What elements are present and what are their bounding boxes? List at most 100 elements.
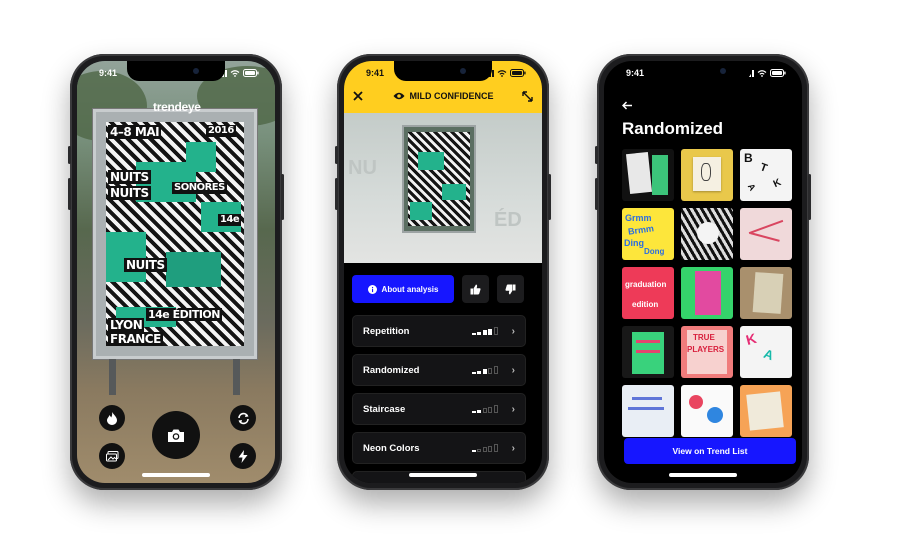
trend-name: Neon Colors <box>363 442 420 454</box>
event-poster: 4–8 MAI 2016 NUITS SONORES NUITS 14e NUI… <box>106 122 244 346</box>
capture-button[interactable] <box>152 411 200 459</box>
poster-text: LYON <box>108 318 145 332</box>
tile-artwork <box>636 350 660 353</box>
expand-button[interactable] <box>522 89 533 107</box>
status-bar: 9:41 <box>604 61 802 85</box>
billboard-pole <box>233 359 240 395</box>
status-time: 9:41 <box>626 68 645 78</box>
gallery-icon <box>105 450 118 461</box>
tile-artwork: edition <box>632 300 659 309</box>
thumbs-down-button[interactable] <box>497 275 524 303</box>
confidence-bar <box>471 411 476 413</box>
view-on-trend-list-button[interactable]: View on Trend List <box>624 438 796 464</box>
confidence-bars <box>471 366 498 374</box>
billboard: 4–8 MAI 2016 NUITS SONORES NUITS 14e NUI… <box>93 109 257 359</box>
confidence-bar <box>471 333 476 335</box>
example-tile[interactable] <box>740 208 792 260</box>
camera-screen: 9:41 trendeye 4–8 MAI 2016 NUITS SON <box>77 61 275 483</box>
tile-artwork <box>750 232 780 242</box>
notch <box>127 61 225 81</box>
tile-artwork: Ding <box>624 238 644 248</box>
example-tile[interactable]: Grmm Brmm Ding Dong <box>622 208 674 260</box>
poster-text: NUITS <box>108 186 151 200</box>
poster-text: SONORES <box>172 182 227 194</box>
tile-artwork: TRUE <box>693 333 715 342</box>
confidence-bar <box>488 406 493 413</box>
confidence-bar <box>482 330 487 335</box>
battery-icon <box>510 69 526 77</box>
flash-icon <box>238 449 248 463</box>
close-button[interactable] <box>353 89 363 104</box>
example-tile[interactable] <box>681 385 733 437</box>
power-button <box>548 174 551 220</box>
tile-artwork: A <box>745 181 758 193</box>
wifi-icon <box>230 69 240 77</box>
camera-icon <box>168 429 184 442</box>
confidence-bar <box>493 405 498 413</box>
tile-artwork <box>746 391 784 431</box>
example-tile[interactable]: B T K A <box>740 149 792 201</box>
flash-button[interactable] <box>230 443 256 469</box>
trend-row[interactable]: Staircase › <box>352 393 526 425</box>
tile-artwork: Grmm <box>625 213 652 223</box>
battery-icon <box>243 69 259 77</box>
eye-icon <box>393 92 404 100</box>
notch <box>654 61 752 81</box>
confidence-bar <box>493 444 498 452</box>
back-button[interactable] <box>621 97 633 115</box>
gallery-button[interactable] <box>99 443 125 469</box>
analysis-screen: 9:41 MILD CONFIDENCE NU ÉD <box>344 61 542 483</box>
volume-up-button <box>335 178 338 210</box>
chevron-right-icon: › <box>512 482 515 484</box>
chevron-right-icon: › <box>511 325 515 337</box>
tile-artwork: Brmm <box>627 223 655 237</box>
example-tile[interactable] <box>740 385 792 437</box>
tile-artwork <box>752 272 784 314</box>
fire-icon <box>107 411 117 425</box>
trend-row[interactable]: Stretched › <box>352 471 526 483</box>
confidence-bars <box>471 444 498 452</box>
confidence-label: MILD CONFIDENCE <box>409 91 494 101</box>
phone-analysis-mockup: 9:41 MILD CONFIDENCE NU ÉD <box>335 54 551 490</box>
trend-row[interactable]: Randomized › <box>352 354 526 386</box>
example-tile[interactable] <box>681 208 733 260</box>
tile-artwork: K <box>744 329 759 349</box>
thumbs-down-icon <box>505 284 516 294</box>
expand-icon <box>522 91 533 102</box>
example-tile[interactable]: TRUE PLAYERS <box>681 326 733 378</box>
thumbs-up-button[interactable] <box>462 275 489 303</box>
notch <box>394 61 492 81</box>
example-tile[interactable]: graduation edition <box>622 267 674 319</box>
confidence-bar <box>493 366 498 374</box>
example-tile[interactable] <box>681 149 733 201</box>
example-tile[interactable]: K A <box>740 326 792 378</box>
poster-teal-shape <box>410 202 432 220</box>
tile-artwork <box>689 395 703 409</box>
randomized-screen: 9:41 Randomized B T K A <box>604 61 802 483</box>
tile-artwork: B <box>744 151 753 165</box>
example-grid: B T K A Grmm Brmm Ding Dong graduation e… <box>622 149 792 437</box>
tile-artwork <box>697 222 719 244</box>
poster-teal-shape <box>186 142 216 172</box>
tile-artwork <box>652 155 668 195</box>
example-tile[interactable] <box>681 267 733 319</box>
trend-row[interactable]: Repetition › <box>352 315 526 347</box>
tile-artwork <box>628 407 664 410</box>
switch-camera-button[interactable] <box>230 405 256 431</box>
about-analysis-button[interactable]: About analysis <box>352 275 454 303</box>
trend-row[interactable]: Neon Colors › <box>352 432 526 464</box>
example-tile[interactable] <box>622 326 674 378</box>
home-indicator <box>142 473 210 477</box>
confidence-bars <box>471 327 498 335</box>
confidence-bar <box>482 447 487 452</box>
wifi-icon <box>497 69 507 77</box>
confidence-bar <box>477 448 482 452</box>
example-tile[interactable] <box>622 385 674 437</box>
poster-teal-shape <box>442 184 466 200</box>
poster-text: 14e ÉDITION <box>146 308 222 321</box>
chevron-right-icon: › <box>511 403 515 415</box>
example-tile[interactable] <box>740 267 792 319</box>
example-tile[interactable] <box>622 149 674 201</box>
fire-button[interactable] <box>99 405 125 431</box>
trend-name: Repetition <box>363 325 410 337</box>
